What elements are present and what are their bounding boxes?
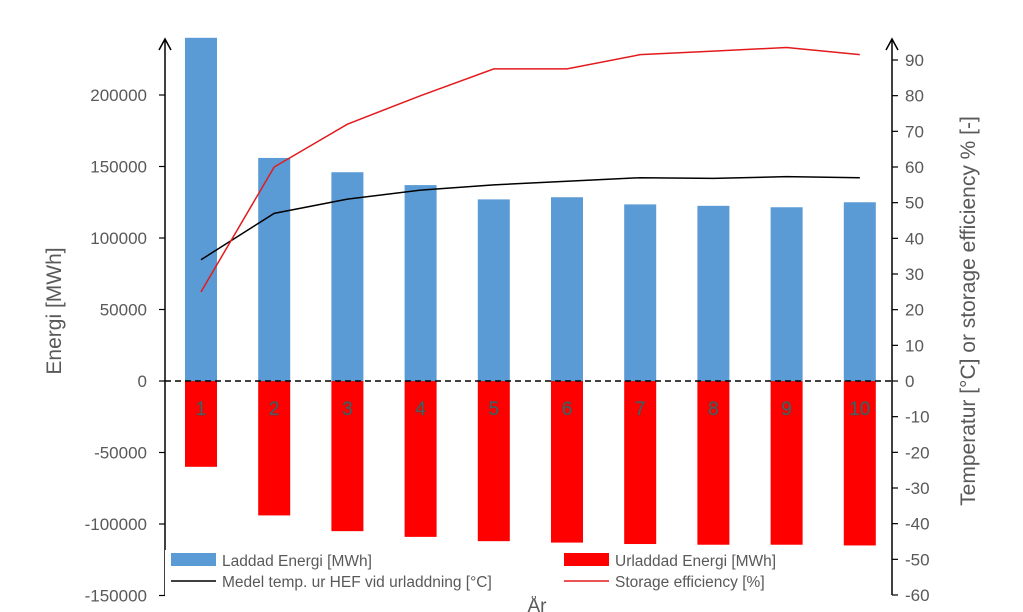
legend-background [165,550,890,596]
laddad-bar-6 [551,197,583,381]
category-label-6: 6 [562,399,573,420]
right-tick-label: 30 [905,265,924,284]
legend-laddad-label: Laddad Energi [MWh] [222,553,372,570]
right-tick-label: 0 [905,372,914,391]
laddad-bar-4 [404,185,437,381]
right-tick-label: 10 [905,336,924,355]
category-label-7: 7 [635,399,646,420]
laddad-bar-8 [697,205,730,381]
category-label-10: 10 [849,399,870,420]
right-tick-label: -60 [905,586,930,605]
category-label-9: 9 [781,399,792,420]
legend-storage-efficiency-label: Storage efficiency [%] [615,574,765,591]
laddad-bar-7 [624,204,657,381]
series-lines [200,46,860,293]
left-tick-label: -150000 [85,587,147,606]
urladdad-bar-3 [331,381,364,532]
laddad-bar-1 [185,37,217,382]
right-tick-label: -20 [905,443,930,462]
legend: Laddad Energi [MWh] Urladdad Energi [MWh]… [165,550,890,596]
left-tick-label: -100000 [85,515,147,534]
right-tick-label: -50 [905,550,930,569]
storage-efficiency-line [200,46,860,293]
right-tick-label: 50 [905,194,924,213]
right-axis-arrow [885,37,899,51]
laddad-bar-3 [331,172,364,381]
laddad-bar-2 [258,157,291,381]
category-label-5: 5 [489,399,500,420]
right-tick-label: 70 [905,122,924,141]
urladdad-bar-7 [624,381,657,545]
category-labels: 1 2 3 4 5 6 7 8 9 10 [195,399,870,421]
left-axis-arrow [158,37,172,51]
legend-medel-temp-label: Medel temp. ur HEF vid urladdning [°C] [222,574,492,591]
urladdad-bar-5 [477,381,510,542]
left-tick-label: 0 [138,372,147,391]
category-label-2: 2 [269,399,280,420]
urladdad-bar-2 [258,381,291,516]
legend-laddad-swatch [171,553,216,566]
left-tick-label: 50000 [100,301,147,320]
right-tick-label: 40 [905,229,924,248]
laddad-bars [185,37,876,382]
right-axis: -60 -50 -40 -30 -20 -10 0 10 20 30 40 50 60 70 80 90 [885,37,930,605]
x-axis-title: År [528,596,548,612]
urladdad-bar-1 [185,381,217,467]
right-tick-label: -30 [905,479,930,498]
category-label-1: 1 [196,399,207,420]
left-axis: -150000 -100000 -50000 0 50000 100000 150000 20… [85,37,172,606]
y-axis-title: Energi [MWh] [43,247,66,374]
left-tick-label: -50000 [94,444,147,463]
urladdad-bar-8 [697,381,730,545]
right-tick-label: 90 [905,51,924,70]
right-tick-label: -40 [905,515,930,534]
left-tick-label: 100000 [90,229,147,248]
laddad-bar-5 [477,199,510,381]
legend-urladdad-swatch [564,553,609,566]
urladdad-bar-9 [770,381,803,545]
legend-urladdad-label: Urladdad Energi [MWh] [615,553,776,570]
urladdad-bar-4 [404,381,437,537]
right-tick-label: -10 [905,408,930,427]
right-tick-label: 20 [905,301,924,320]
y2-axis-title: Temperatur [°C] or storage efficiency % … [957,116,980,506]
urladdad-bar-6 [551,381,583,543]
right-tick-label: 60 [905,158,924,177]
category-label-8: 8 [708,399,719,420]
left-tick-label: 150000 [90,158,147,177]
left-tick-label: 200000 [90,86,147,105]
laddad-bar-9 [770,207,803,381]
urladdad-bar-10 [843,381,876,546]
category-label-3: 3 [342,399,353,420]
urladdad-bars [185,381,876,546]
right-tick-label: 80 [905,87,924,106]
category-label-4: 4 [415,399,426,420]
medel-temp-line [200,175,860,261]
laddad-bar-10 [843,202,876,381]
